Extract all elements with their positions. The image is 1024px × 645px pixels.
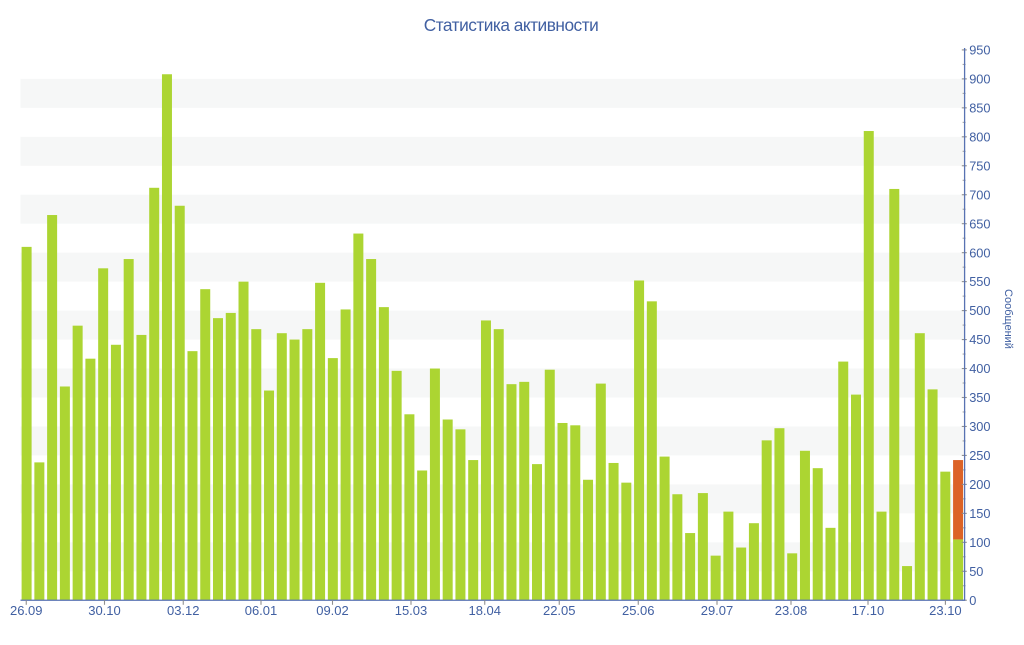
svg-text:350: 350: [969, 390, 990, 405]
svg-text:30.10: 30.10: [88, 603, 121, 618]
svg-text:400: 400: [969, 361, 990, 376]
svg-text:22.05: 22.05: [543, 603, 576, 618]
svg-text:Статистика активности: Статистика активности: [424, 15, 599, 35]
svg-text:50: 50: [969, 564, 983, 579]
svg-text:Сообщений: Сообщений: [1002, 289, 1014, 349]
svg-text:950: 950: [969, 43, 990, 58]
svg-text:500: 500: [969, 303, 990, 318]
svg-text:100: 100: [969, 535, 990, 550]
svg-text:850: 850: [969, 100, 990, 115]
svg-text:600: 600: [969, 245, 990, 260]
svg-text:300: 300: [969, 419, 990, 434]
svg-text:200: 200: [969, 477, 990, 492]
svg-text:750: 750: [969, 158, 990, 173]
svg-text:150: 150: [969, 506, 990, 521]
svg-text:03.12: 03.12: [167, 603, 200, 618]
svg-text:550: 550: [969, 274, 990, 289]
svg-text:250: 250: [969, 448, 990, 463]
svg-text:26.09: 26.09: [10, 603, 43, 618]
svg-text:0: 0: [969, 593, 976, 608]
svg-text:06.01: 06.01: [245, 603, 278, 618]
svg-text:15.03: 15.03: [395, 603, 428, 618]
svg-text:900: 900: [969, 71, 990, 86]
svg-text:17.10: 17.10: [852, 603, 885, 618]
svg-text:23.08: 23.08: [775, 603, 808, 618]
svg-text:650: 650: [969, 216, 990, 231]
svg-text:700: 700: [969, 187, 990, 202]
svg-text:450: 450: [969, 332, 990, 347]
svg-text:09.02: 09.02: [316, 603, 349, 618]
svg-text:29.07: 29.07: [701, 603, 734, 618]
svg-text:23.10: 23.10: [929, 603, 962, 618]
svg-text:25.06: 25.06: [622, 603, 655, 618]
svg-text:800: 800: [969, 129, 990, 144]
svg-text:18.04: 18.04: [468, 603, 501, 618]
